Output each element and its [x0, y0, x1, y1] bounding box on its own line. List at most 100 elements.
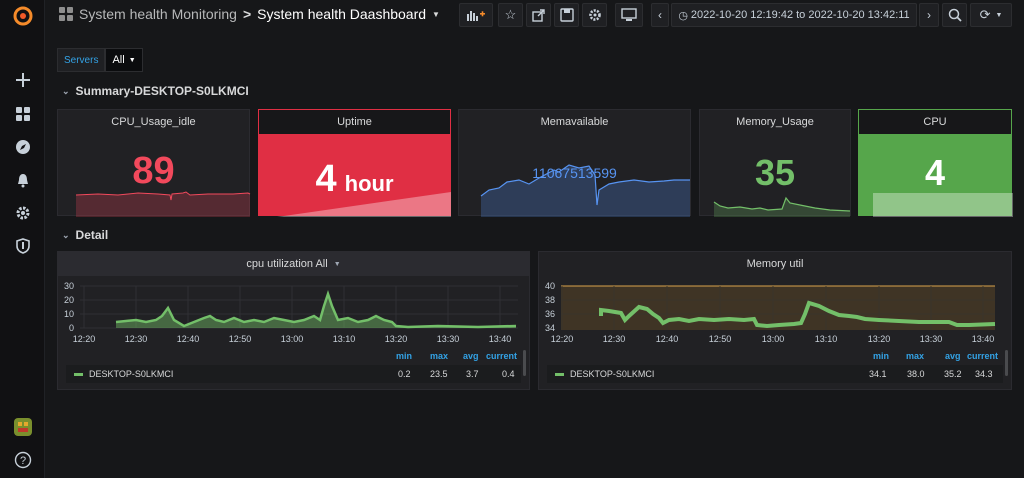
clock-icon: ◷: [678, 9, 688, 22]
stat-panel-cpu-idle[interactable]: CPU_Usage_idle 89: [57, 109, 251, 217]
stat-panel-memory-usage[interactable]: Memory_Usage 35: [699, 109, 851, 217]
panel-title: Memavailable: [540, 116, 609, 128]
panel-title: CPU: [859, 110, 1011, 134]
user-avatar[interactable]: [10, 414, 36, 440]
legend-header-avg: avg: [945, 351, 961, 361]
y-tick: 0: [69, 323, 74, 333]
legend-header-current: current: [486, 351, 518, 361]
star-dashboard-button[interactable]: ☆: [498, 3, 523, 27]
x-tick: 13:30: [920, 334, 943, 344]
row-collapse-chevron-icon: ⌄: [62, 85, 70, 96]
x-tick: 13:10: [333, 334, 356, 344]
panel-title: Memory_Usage: [736, 116, 814, 128]
legend-scrollbar[interactable]: [1005, 350, 1008, 376]
top-navbar: System health Monitoring > System health…: [45, 0, 1024, 32]
dashboard-settings-button[interactable]: [582, 3, 607, 27]
row-detail-toggle[interactable]: ⌄ Detail: [62, 228, 108, 242]
alerting-bell-icon[interactable]: [10, 167, 36, 193]
legend-avg-value: 3.7: [466, 369, 479, 379]
dashboard-grid-icon: [59, 7, 73, 21]
legend-header-min: min: [396, 351, 413, 361]
breadcrumb-separator: >: [242, 6, 252, 22]
legend-series-name: DESKTOP-S0LKMCI: [89, 369, 174, 379]
stat-value: 35: [754, 152, 796, 193]
refresh-dashboard-button[interactable]: ⟳ ▼: [970, 3, 1012, 27]
graph-panel-memory-util[interactable]: Memory util 40 38 36 34 12:20 12:30 12:4…: [538, 251, 1012, 390]
panel-title: Memory util: [746, 258, 804, 270]
y-tick: 30: [64, 281, 74, 291]
server-admin-shield-icon[interactable]: [10, 233, 36, 259]
grafana-logo-icon[interactable]: [10, 3, 36, 29]
y-tick: 20: [64, 295, 74, 305]
legend-min-value: 0.2: [398, 369, 411, 379]
dashboard-title[interactable]: System health Daashboard: [257, 6, 427, 22]
legend-color-swatch: [555, 372, 564, 376]
legend-current-value: 34.3: [975, 369, 993, 379]
x-tick: 12:50: [229, 334, 252, 344]
save-icon: [559, 8, 574, 22]
legend-current-value: 0.4: [502, 369, 515, 379]
plus-icon[interactable]: [10, 67, 36, 93]
stat-panel-uptime[interactable]: Uptime 4 hour: [258, 109, 451, 217]
panel-title: Uptime: [259, 110, 450, 134]
dashboards-icon[interactable]: [10, 101, 36, 127]
y-tick: 36: [545, 309, 555, 319]
chevron-left-icon: ‹: [658, 8, 662, 22]
help-icon[interactable]: ?: [10, 447, 36, 473]
save-dashboard-button[interactable]: [554, 3, 579, 27]
row-title: Summary-DESKTOP-S0LKMCI: [75, 84, 249, 98]
stat-panel-memavailable[interactable]: Memavailable 11067513599: [458, 109, 691, 217]
time-range-back-button[interactable]: ‹: [651, 3, 669, 27]
legend-avg-value: 35.2: [944, 369, 962, 379]
servers-variable-select[interactable]: All ▼: [105, 48, 143, 72]
breadcrumb: System health Monitoring > System health…: [59, 6, 440, 22]
graph-panel-cpu-utilization[interactable]: cpu utilization All ▼ 30 20 10 0 12:20 1…: [57, 251, 530, 390]
stat-value: 4: [924, 152, 946, 193]
y-tick: 34: [545, 323, 555, 333]
chevron-down-icon: ▼: [128, 56, 136, 64]
uptime-sparkline: [277, 192, 451, 217]
sidebar: ?: [0, 0, 45, 478]
explore-icon[interactable]: [10, 134, 36, 160]
dashboard-dropdown-chevron-icon[interactable]: ▼: [432, 9, 440, 19]
y-tick: 10: [64, 309, 74, 319]
panel-title: cpu utilization All: [246, 258, 328, 270]
time-picker-button[interactable]: ◷ 2022-10-20 12:19:42 to 2022-10-20 13:4…: [671, 3, 917, 27]
legend-max-value: 38.0: [907, 369, 925, 379]
legend-series-row[interactable]: DESKTOP-S0LKMCI 0.2 23.5 3.7 0.4: [66, 365, 521, 383]
variable-label: Servers: [57, 48, 106, 72]
monitor-icon: [621, 8, 637, 21]
chevron-right-icon: ›: [927, 8, 931, 22]
stat-value: 11067513599: [532, 165, 617, 181]
time-range-forward-button[interactable]: ›: [919, 3, 939, 27]
stat-unit: hour: [344, 171, 394, 196]
x-tick: 13:20: [385, 334, 408, 344]
add-panel-button[interactable]: [459, 3, 493, 27]
cycle-view-mode-button[interactable]: [615, 3, 643, 27]
time-range-text: 2022-10-20 12:19:42 to 2022-10-20 13:42:…: [690, 9, 910, 21]
stat-panel-cpu[interactable]: CPU 4: [858, 109, 1013, 217]
legend-series-name: DESKTOP-S0LKMCI: [570, 369, 655, 379]
star-icon: ☆: [504, 7, 517, 22]
legend-scrollbar[interactable]: [523, 350, 526, 376]
y-tick: 40: [545, 281, 555, 291]
memory-usage-sparkline: [713, 196, 851, 217]
x-tick: 13:30: [437, 334, 460, 344]
x-tick: 12:40: [656, 334, 679, 344]
legend-max-value: 23.5: [430, 369, 448, 379]
x-tick: 12:40: [177, 334, 200, 344]
x-tick: 12:50: [709, 334, 732, 344]
legend-series-row[interactable]: DESKTOP-S0LKMCI 34.1 38.0 35.2 34.3: [547, 365, 1003, 383]
variable-value: All: [112, 54, 125, 66]
row-summary-toggle[interactable]: ⌄ Summary-DESKTOP-S0LKMCI: [62, 84, 249, 98]
share-dashboard-button[interactable]: [526, 3, 551, 27]
panel-header[interactable]: cpu utilization All ▼: [58, 252, 529, 276]
breadcrumb-folder-link[interactable]: System health Monitoring: [79, 6, 237, 22]
zoom-out-time-button[interactable]: [942, 3, 967, 27]
memory-util-chart: 40 38 36 34 12:20 12:30 12:40 12:50 13:0…: [545, 281, 996, 344]
stat-value: 89: [132, 150, 175, 192]
row-title: Detail: [75, 228, 109, 242]
configuration-gear-icon[interactable]: [10, 200, 36, 226]
add-panel-icon: [467, 11, 485, 21]
x-tick: 13:00: [281, 334, 304, 344]
